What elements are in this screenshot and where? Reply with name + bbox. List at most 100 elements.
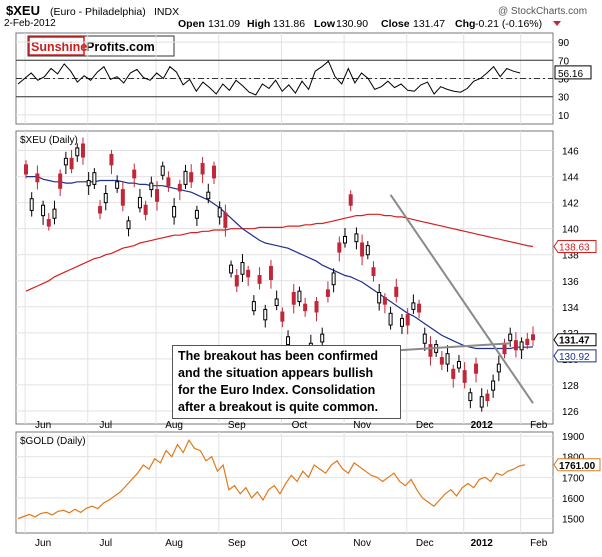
candle-body-30 [194,209,199,219]
breakout-line [384,342,511,353]
x-label-mid-Sep: Sep [228,420,246,431]
annotation-callout: The breakout has been confirmed and the … [172,345,401,419]
candle-body-10 [80,143,85,158]
candle-body-83 [496,363,501,373]
candle-body-56 [343,235,348,244]
gold-tick-1500: 1500 [562,515,585,526]
gold-line [17,438,526,520]
candle-body-16 [115,181,120,189]
candle-body-70 [422,333,427,344]
candle-body-88 [525,338,530,346]
candle-body-7 [63,157,68,166]
high-value: 131.86 [273,18,305,30]
candle-body-43 [268,265,273,280]
rsi-last-value: 56.16 [558,69,583,80]
gold-tick-1800: 1800 [562,453,585,464]
svg-text:Profits.com: Profits.com [86,40,155,54]
x-label-mid-2012: 2012 [471,420,494,431]
rsi-last-box [554,65,592,80]
ma50-line [26,176,534,350]
candle-body-39 [246,269,251,278]
candle-body-66 [399,318,404,327]
candle-body-29 [189,172,194,183]
candle-body-28 [183,170,188,185]
price-tick-138: 138 [562,251,579,262]
candle-body-84 [502,342,507,355]
chart-exchange: INDX [154,6,179,18]
ma200-label-box [553,240,597,254]
last-close-label-box [553,333,597,347]
x-label-Jun: Jun [35,538,51,549]
price-panel-label: $XEU (Daily) [20,135,78,146]
ma200-line [25,213,534,292]
candle-body-17 [120,189,125,206]
callout-line-4: after a breakout is quite common. [178,400,379,414]
candle-body-6 [58,173,63,189]
candle-body-31 [200,163,205,175]
candle-body-59 [360,242,365,257]
rsi-series [16,59,553,98]
rsi-tick-50: 50 [558,75,570,86]
candle-body-46 [286,336,291,346]
x-label-mid-Oct: Oct [292,420,308,431]
x-label-Nov: Nov [353,538,371,549]
candle-body-86 [513,340,518,351]
open-value: 131.09 [208,18,240,30]
candle-body-89 [531,334,535,341]
candle-body-37 [234,275,239,287]
candle-body-87 [519,341,524,351]
candle-body-3 [41,204,46,217]
candle-body-69 [417,303,422,313]
candle-body-27 [177,183,182,192]
candle-body-77 [462,370,467,383]
x-label-2012: 2012 [471,538,494,549]
candle-body-15 [109,153,114,166]
candle-body-20 [137,196,142,209]
candle-body-67 [405,314,410,326]
candle-body-2 [35,173,40,183]
candle-body-61 [371,267,376,277]
chart-symbol: $XEU [6,3,40,18]
candle-body-41 [257,275,262,284]
open-label: Open [178,18,205,30]
price-tick-142: 142 [562,199,579,210]
candle-body-26 [172,206,177,218]
candle-body-5 [52,208,57,219]
watermark: @ StockCharts.com [498,6,587,17]
candle-body-63 [382,297,387,305]
rsi-line [17,60,521,96]
candle-body-4 [46,219,51,227]
chart-date: 2-Feb-2012 [4,18,56,29]
ma50-label-box [553,349,597,363]
callout-line-3: for the Euro Index. Consolidation [178,383,376,397]
x-label-Dec: Dec [416,538,434,549]
candle-body-57 [348,194,353,206]
x-label-mid-Nov: Nov [353,420,371,431]
rsi-tick-10: 10 [558,111,570,122]
price-tick-126: 126 [562,407,579,418]
chart-name: (Euro - Philadelphia) [50,6,146,18]
candle-body-51 [314,301,319,313]
candle-body-48 [297,290,302,303]
price-tick-128: 128 [562,381,579,392]
price-tick-134: 134 [562,303,579,314]
close-value: 131.47 [413,18,445,30]
gold-tick-1700: 1700 [562,473,585,484]
candle-body-82 [491,380,496,391]
gold-last-box [553,458,601,472]
price-tick-136: 136 [562,277,579,288]
low-label: Low [314,18,336,30]
candle-body-0 [24,164,28,175]
candle-body-74 [445,353,450,365]
candle-body-21 [143,204,148,215]
chg-value: -0.21 (-0.16%) [475,18,542,30]
candle-body-44 [274,298,279,306]
candle-body-9 [75,147,80,157]
candle-body-24 [160,165,165,176]
gold-panel [15,431,554,534]
axes: Jun Jun Jul Jul Aug Aug Sep Sep Oct Oct Nov Nov Dec D… [35,38,601,549]
candle-body-22 [149,182,154,191]
rsi-tick-70: 70 [558,56,570,67]
candle-body-73 [439,357,444,365]
